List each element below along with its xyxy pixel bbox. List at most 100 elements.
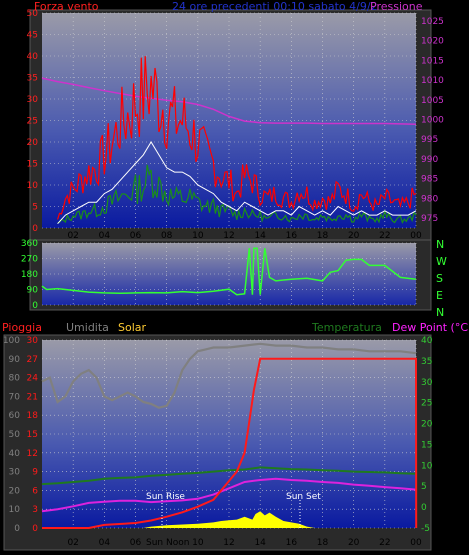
pressure-y-tick-label: 975 bbox=[421, 214, 438, 224]
temperature-y-tick-label: 0 bbox=[421, 503, 427, 513]
rain-x-tick-label: 02 bbox=[67, 538, 78, 548]
header-temperatura: Temperatura bbox=[311, 321, 382, 334]
wind-y-tick-label: 25 bbox=[27, 117, 38, 127]
wind-panel-plot bbox=[42, 13, 416, 228]
rain-x-tick-label: 22 bbox=[379, 538, 390, 548]
temperature-y-tick-label: -5 bbox=[421, 524, 430, 534]
rain-x-tick-label: 06 bbox=[130, 538, 142, 548]
wind-x-tick-label: 16 bbox=[286, 231, 298, 241]
rain-y-tick-label: 30 bbox=[27, 336, 39, 346]
rain-x-tick-label: 18 bbox=[317, 538, 329, 548]
wind-x-tick-label: 12 bbox=[223, 231, 234, 241]
wind-average-line bbox=[57, 141, 417, 225]
rain-y-tick-label: 27 bbox=[27, 355, 38, 365]
rain-x-tick-label: 04 bbox=[99, 538, 111, 548]
rain-line bbox=[42, 357, 418, 529]
rain-y-tick-label: 9 bbox=[32, 468, 38, 478]
pressure-y-tick-label: 1015 bbox=[421, 56, 444, 66]
wind-x-tick-label: 02 bbox=[67, 231, 78, 241]
header-pressione: Pressione bbox=[370, 0, 423, 13]
rain-x-tick-label: 00 bbox=[410, 538, 422, 548]
dewpoint-line bbox=[41, 477, 417, 513]
humidity-line bbox=[41, 342, 417, 409]
wind-x-tick-label: 22 bbox=[379, 231, 390, 241]
humidity-y-tick-label: 20 bbox=[9, 486, 21, 496]
dir-label-n-bottom: N bbox=[436, 306, 444, 319]
pressure-y-tick-label: 980 bbox=[421, 194, 438, 204]
wind-y-tick-label: 0 bbox=[32, 224, 38, 234]
dir-label-n-top: N bbox=[436, 238, 444, 251]
direction-y-tick-label: 360 bbox=[21, 239, 38, 249]
temperature-y-tick-label: 30 bbox=[421, 378, 433, 388]
wind-y-tick-label: 35 bbox=[27, 74, 38, 84]
wind-x-tick-label: 00 bbox=[410, 231, 422, 241]
header-dewpoint: Dew Point (°C) bbox=[392, 321, 469, 334]
wind-y-tick-label: 40 bbox=[27, 52, 39, 62]
temperature-y-tick-label: 35 bbox=[421, 357, 432, 367]
pressure-y-tick-label: 995 bbox=[421, 135, 438, 145]
sunrise-label: Sun Rise bbox=[146, 492, 185, 502]
wind-x-tick-label: 18 bbox=[317, 231, 329, 241]
rain-y-tick-label: 6 bbox=[32, 486, 38, 496]
humidity-y-tick-label: 90 bbox=[9, 355, 21, 365]
header-umidita: Umidita bbox=[66, 321, 109, 334]
pressure-y-tick-label: 1005 bbox=[421, 96, 444, 106]
rain-y-tick-label: 24 bbox=[27, 374, 39, 384]
direction-y-tick-label: 0 bbox=[32, 301, 38, 311]
wind-y-tick-label: 50 bbox=[27, 9, 39, 19]
wind-y-tick-label: 45 bbox=[27, 31, 38, 41]
temperature-y-tick-label: 40 bbox=[421, 336, 433, 346]
direction-y-tick-label: 90 bbox=[27, 286, 39, 296]
humidity-y-tick-label: 80 bbox=[9, 374, 21, 384]
header-solar: Solar bbox=[118, 321, 147, 334]
wind-x-tick-label: 04 bbox=[99, 231, 111, 241]
pressure-line bbox=[41, 77, 417, 125]
humidity-y-tick-label: 0 bbox=[14, 524, 20, 534]
header-pioggia: Pioggia bbox=[2, 321, 42, 334]
wind-y-tick-label: 30 bbox=[27, 95, 39, 105]
rain-y-tick-label: 3 bbox=[32, 505, 38, 515]
rain-x-tick-label: 16 bbox=[286, 538, 298, 548]
pressure-y-tick-label: 1010 bbox=[421, 76, 444, 86]
direction-y-tick-label: 180 bbox=[21, 270, 38, 280]
wind-speed-line bbox=[57, 164, 417, 224]
direction-y-tick-label: 270 bbox=[21, 255, 38, 265]
dir-label-w: W bbox=[436, 255, 447, 268]
rain-y-tick-label: 21 bbox=[27, 392, 38, 402]
temperature-y-tick-label: 10 bbox=[421, 461, 433, 471]
dir-label-e: E bbox=[436, 289, 443, 302]
temperature-y-tick-label: 5 bbox=[421, 482, 427, 492]
wind-y-tick-label: 15 bbox=[27, 160, 38, 170]
direction-panel-plot bbox=[42, 243, 416, 305]
temperature-line bbox=[41, 466, 417, 486]
wind-y-tick-label: 5 bbox=[32, 203, 38, 213]
humidity-y-tick-label: 30 bbox=[9, 468, 21, 478]
temperature-y-tick-label: 15 bbox=[421, 440, 432, 450]
sunset-label: Sun Set bbox=[286, 492, 321, 502]
rain-y-tick-label: 15 bbox=[27, 430, 38, 440]
sun-noon-label: Sun Noon bbox=[146, 538, 189, 548]
header-forza-vento: Forza vento bbox=[34, 0, 99, 13]
humidity-y-tick-label: 10 bbox=[9, 505, 21, 515]
dir-label-s: S bbox=[436, 272, 443, 285]
rain-y-tick-label: 18 bbox=[27, 411, 39, 421]
wind-y-tick-label: 10 bbox=[27, 181, 39, 191]
rain-x-tick-label: 14 bbox=[254, 538, 266, 548]
pressure-y-tick-label: 990 bbox=[421, 155, 438, 165]
pressure-y-tick-label: 985 bbox=[421, 175, 438, 185]
rain-x-tick-label: 12 bbox=[223, 538, 234, 548]
pressure-y-tick-label: 1025 bbox=[421, 17, 444, 27]
pressure-y-tick-label: 1020 bbox=[421, 37, 444, 47]
humidity-y-tick-label: 60 bbox=[9, 411, 21, 421]
wind-x-tick-label: 14 bbox=[254, 231, 266, 241]
wind-y-tick-label: 20 bbox=[27, 138, 39, 148]
wind-x-tick-label: 10 bbox=[192, 231, 204, 241]
rain-y-tick-label: 0 bbox=[32, 524, 38, 534]
rain-y-tick-label: 12 bbox=[27, 449, 38, 459]
header-title: 24 ore precedenti 00:10 sabato 4/9/2 bbox=[172, 0, 378, 13]
humidity-y-tick-label: 70 bbox=[9, 392, 21, 402]
wind-x-tick-label: 06 bbox=[130, 231, 142, 241]
wind-x-tick-label: 08 bbox=[161, 231, 173, 241]
humidity-y-tick-label: 100 bbox=[3, 336, 20, 346]
